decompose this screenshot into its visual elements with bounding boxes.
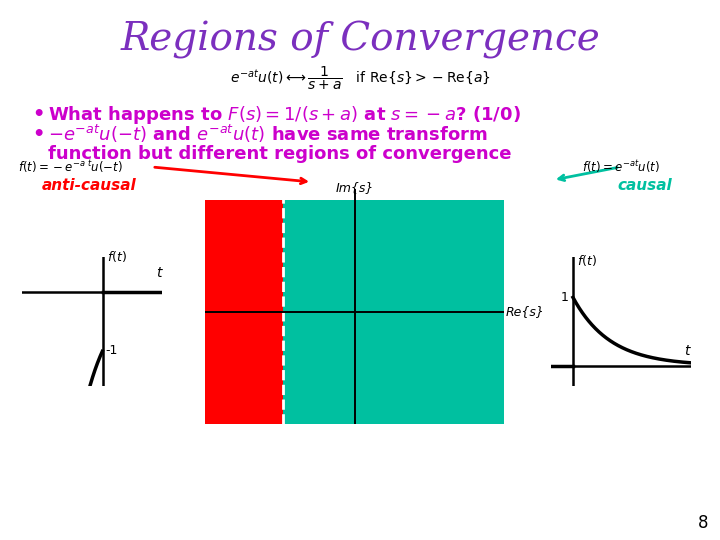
Text: •: •	[32, 125, 45, 144]
Text: Im{s}: Im{s}	[336, 181, 374, 194]
Text: Re{$s$} = -Re{$a$}: Re{$s$} = -Re{$a$}	[379, 402, 481, 418]
Text: $f(t)$: $f(t)$	[577, 253, 598, 268]
Text: Regions of Convergence: Regions of Convergence	[120, 21, 600, 59]
Text: -1: -1	[106, 345, 118, 357]
Text: Re{s}: Re{s}	[505, 305, 544, 318]
Bar	[284, 200, 504, 424]
Text: 8: 8	[698, 514, 708, 532]
Text: t: t	[157, 266, 162, 280]
Text: $f(t) = -e^{-a\ t}u(-t)$: $f(t) = -e^{-a\ t}u(-t)$	[18, 159, 123, 176]
Bar	[205, 200, 284, 424]
Text: $-e^{-at}u(-t)$ and $e^{-at}u(t)$ have same transform: $-e^{-at}u(-t)$ and $e^{-at}u(t)$ have s…	[48, 123, 488, 145]
Text: $f(t)$: $f(t)$	[107, 249, 127, 264]
Text: function but different regions of convergence: function but different regions of conver…	[48, 145, 511, 163]
Text: causal: causal	[617, 178, 672, 192]
Text: $f(t) = e^{-at}u(t)$: $f(t) = e^{-at}u(t)$	[582, 159, 660, 176]
Text: What happens to $F(s) = 1/(s+a)$ at $s = -a$? (1/0): What happens to $F(s) = 1/(s+a)$ at $s =…	[48, 104, 521, 126]
Text: t: t	[684, 345, 689, 359]
Text: $e^{-at}u(t) \longleftrightarrow \dfrac{1}{s+a}$$\quad \mathrm{if\ Re}\{s\} > -\: $e^{-at}u(t) \longleftrightarrow \dfrac{…	[230, 64, 490, 92]
Text: •: •	[32, 105, 45, 125]
Text: 1: 1	[561, 291, 569, 304]
Text: anti-causal: anti-causal	[42, 178, 137, 192]
